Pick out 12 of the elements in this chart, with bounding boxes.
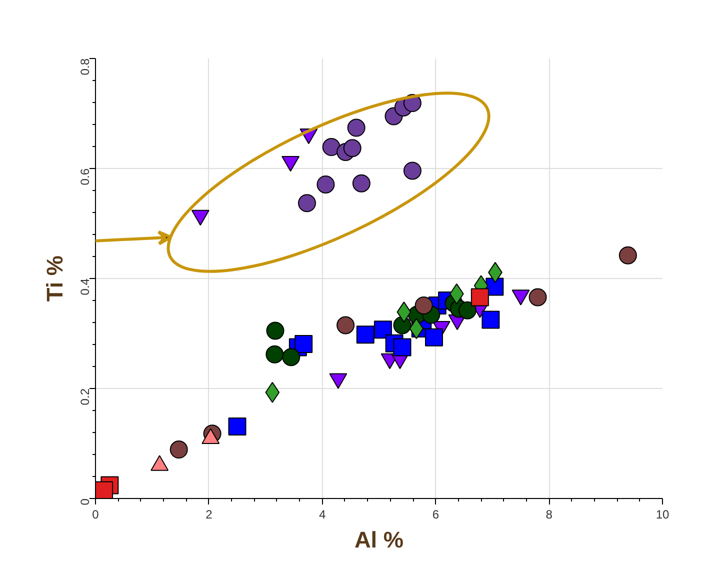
x-tick-label: 10: [656, 508, 670, 522]
y-tick-label: 0.4: [78, 278, 92, 296]
x-tick-label: 6: [432, 508, 440, 522]
x-axis-title: Al %: [354, 526, 404, 552]
y-tick-label: 0: [78, 498, 92, 506]
x-tick-label: 8: [546, 508, 553, 522]
y-tick-label: 0.6: [78, 168, 92, 186]
x-tick-label: 4: [318, 508, 326, 522]
x-tick-label: 2: [206, 508, 213, 522]
y-axis-title: Ti %: [42, 255, 68, 302]
y-tick-label: 0.8: [78, 58, 92, 76]
y-tick-label: 0.2: [78, 388, 92, 406]
